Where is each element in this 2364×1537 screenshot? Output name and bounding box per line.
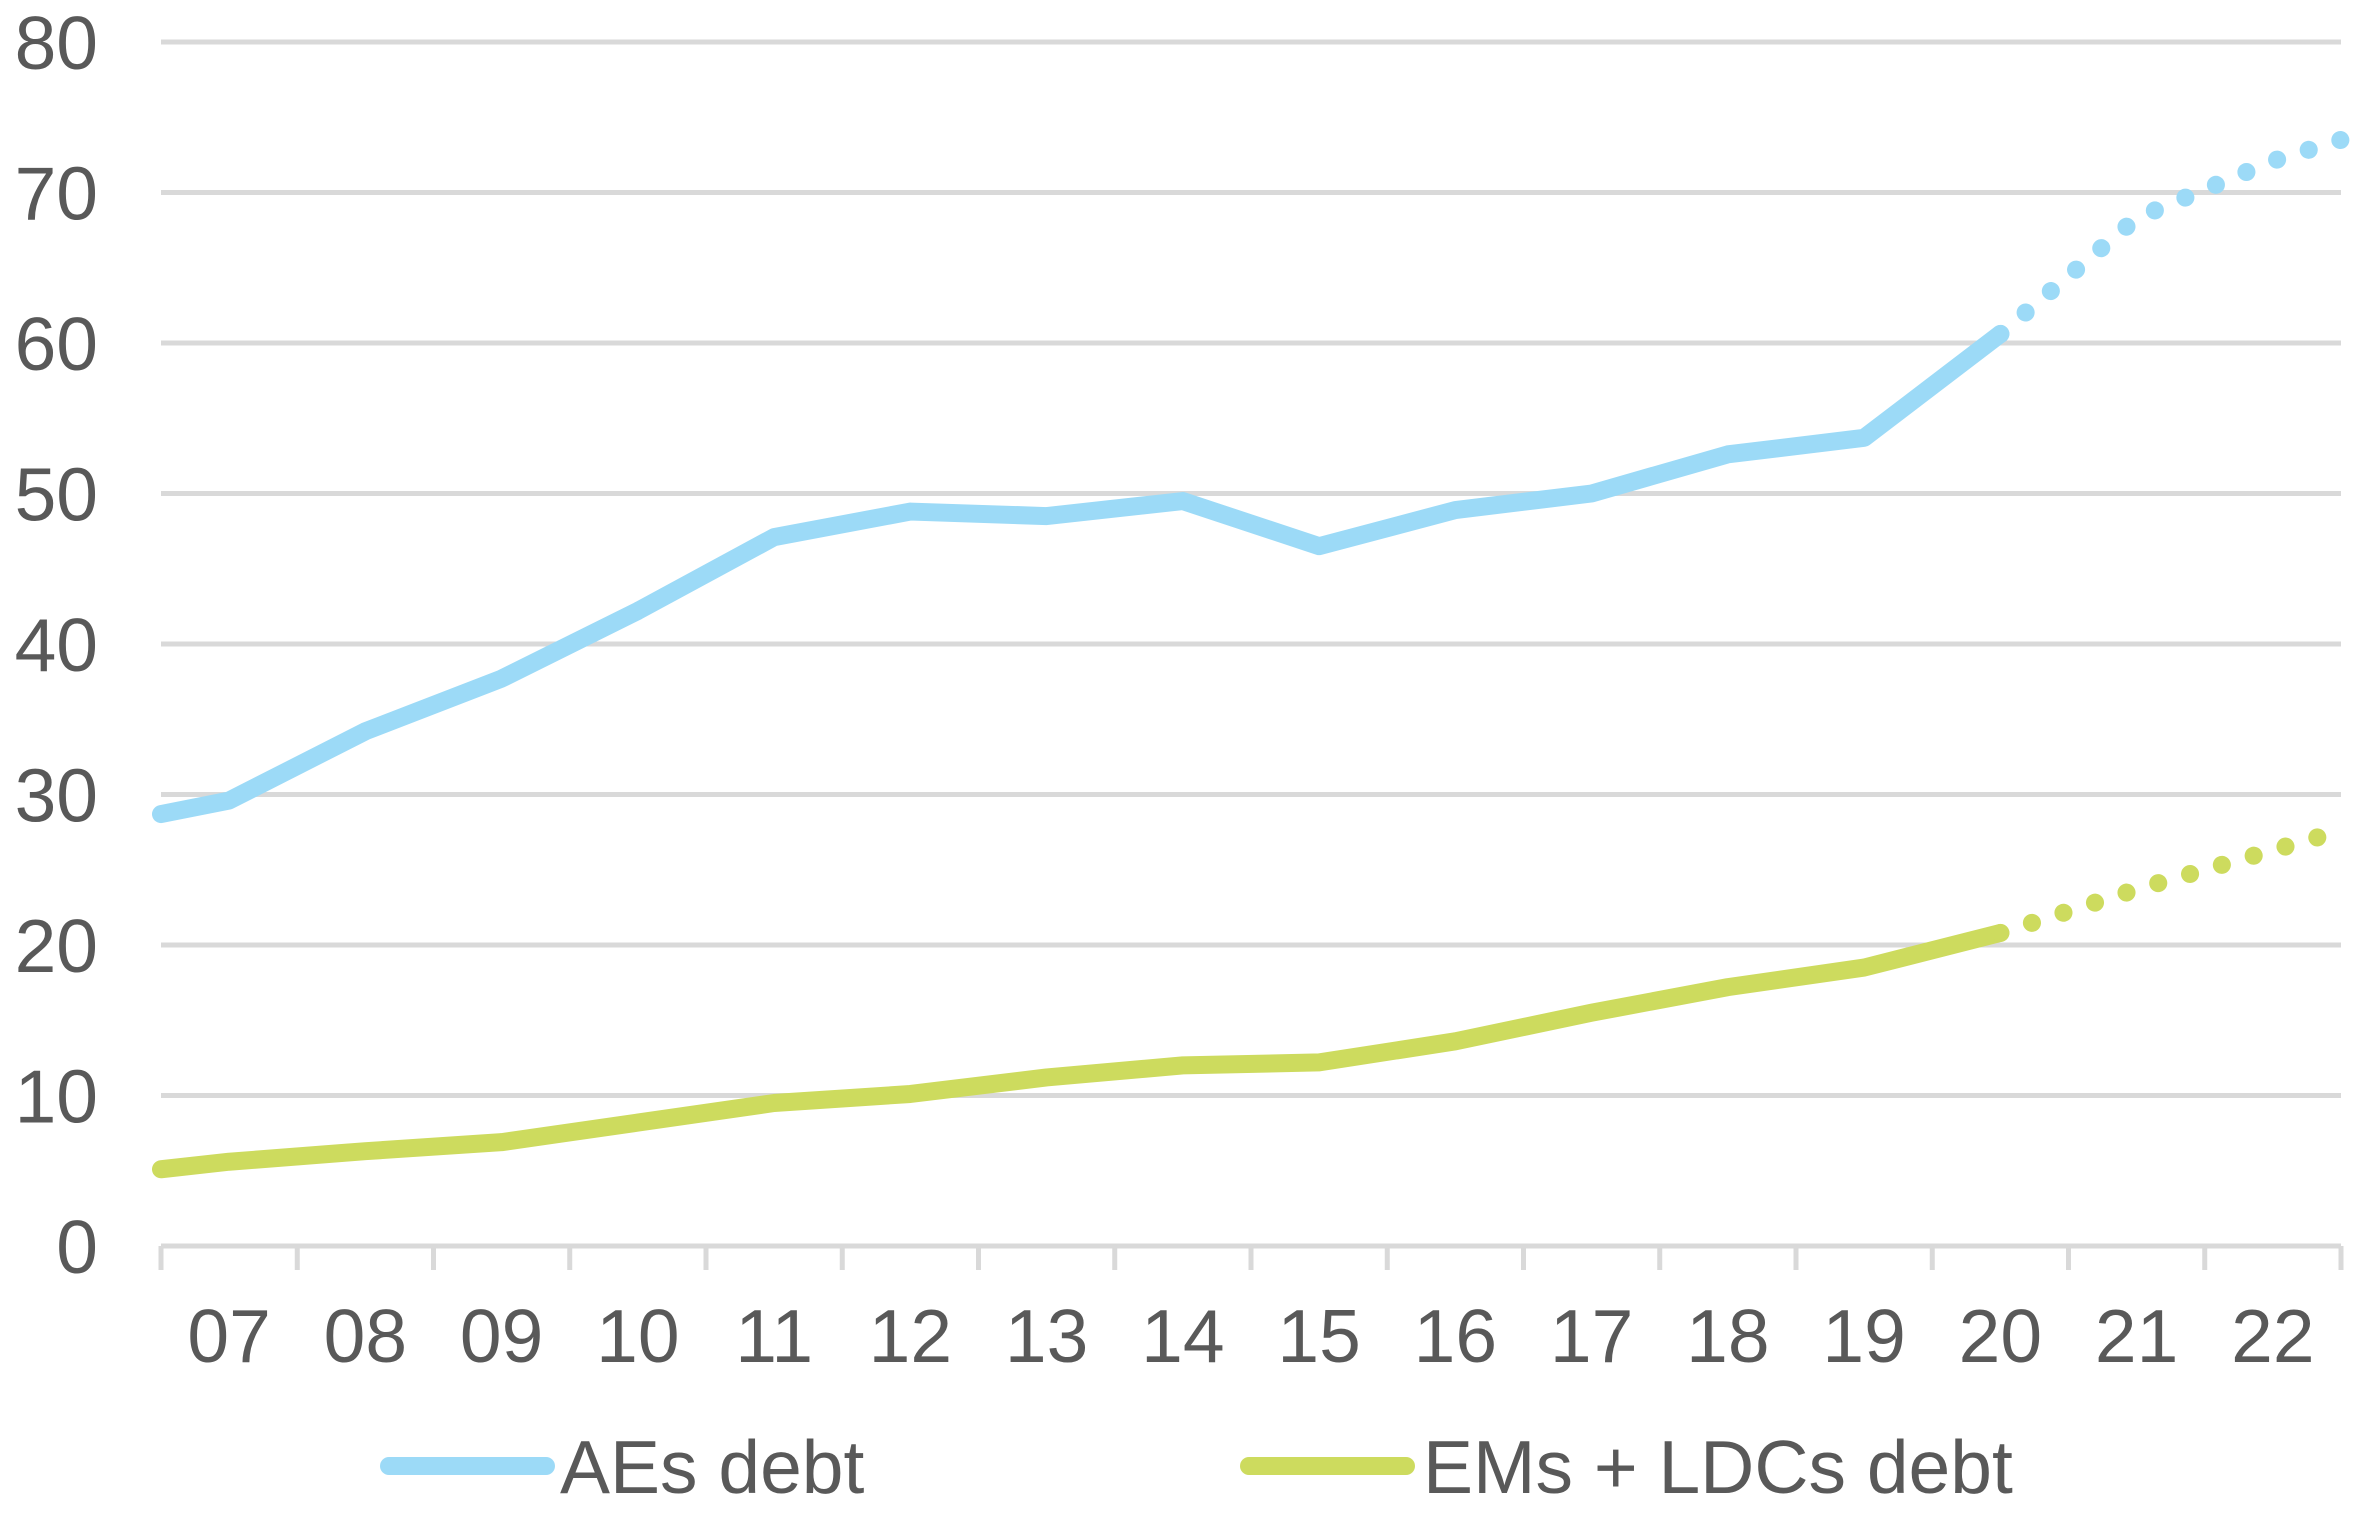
x-tick-label: 12 xyxy=(869,1294,952,1378)
legend-label-ems-ldcs-debt: EMs + LDCs debt xyxy=(1423,1425,2013,1509)
aes-debt-projection-line xyxy=(1991,130,2350,343)
x-tick-label: 09 xyxy=(460,1294,543,1378)
x-axis-labels: 07 08 09 10 11 12 13 14 15 16 17 18 19 20 21 22 xyxy=(187,1294,2314,1378)
aes-debt-line xyxy=(152,324,2010,824)
x-tick-label: 10 xyxy=(596,1294,679,1378)
x-tick-label: 13 xyxy=(1005,1294,1088,1378)
x-tick-label: 20 xyxy=(1959,1294,2042,1378)
x-tick-label: 07 xyxy=(187,1294,270,1378)
y-axis-labels: 0 10 20 30 40 50 60 70 80 xyxy=(15,1,98,1289)
legend-item-aes-debt: AEs debt xyxy=(380,1425,865,1509)
x-tick-label: 08 xyxy=(324,1294,407,1378)
x-tick-label: 17 xyxy=(1550,1294,1633,1378)
y-tick-label: 40 xyxy=(15,603,98,687)
legend-label-aes-debt: AEs debt xyxy=(560,1425,865,1509)
ems-ldcs-debt-line xyxy=(152,923,2010,1179)
y-tick-label: 50 xyxy=(15,453,98,537)
plot-series xyxy=(152,130,2350,1179)
y-tick-label: 20 xyxy=(15,904,98,988)
y-tick-label: 0 xyxy=(56,1205,98,1289)
y-tick-label: 30 xyxy=(15,754,98,838)
x-tick-label: 11 xyxy=(735,1294,813,1378)
x-tick-label: 15 xyxy=(1277,1294,1360,1378)
x-tick-label: 16 xyxy=(1414,1294,1497,1378)
y-tick-label: 70 xyxy=(15,152,98,236)
y-tick-label: 10 xyxy=(15,1055,98,1139)
x-tick-label: 14 xyxy=(1141,1294,1224,1378)
x-tick-label: 19 xyxy=(1822,1294,1905,1378)
gridlines xyxy=(161,39,2341,1098)
legend: AEs debt EMs + LDCs debt xyxy=(380,1425,2013,1509)
x-tick-label: 18 xyxy=(1686,1294,1769,1378)
x-tick-label: 21 xyxy=(2095,1294,2178,1378)
ems-ldcs-debt-projection-line xyxy=(1991,821,2350,942)
x-axis xyxy=(158,1243,2344,1270)
y-tick-label: 60 xyxy=(15,302,98,386)
x-tick-label: 22 xyxy=(2231,1294,2314,1378)
legend-item-ems-ldcs-debt: EMs + LDCs debt xyxy=(1240,1425,2013,1509)
y-tick-label: 80 xyxy=(15,1,98,85)
